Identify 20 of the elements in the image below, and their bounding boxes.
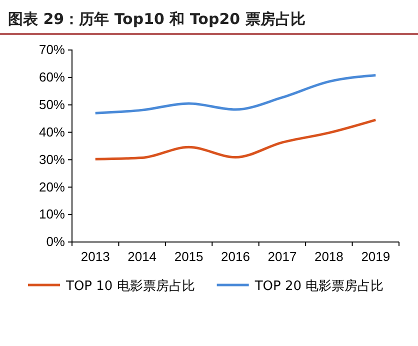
legend-label: TOP 20 电影票房占比 xyxy=(254,278,384,294)
x-tick-label: 2016 xyxy=(221,249,250,264)
chart-title: 图表 29：历年 Top10 和 Top20 票房占比 xyxy=(8,10,306,28)
line-series xyxy=(94,74,377,114)
y-tick-label: 20% xyxy=(38,179,66,194)
x-tick-label: 2013 xyxy=(80,249,110,264)
y-tick-label: 30% xyxy=(38,152,66,167)
x-tick-label: 2014 xyxy=(128,249,157,264)
legend-label: TOP 10 电影票房占比 xyxy=(65,278,195,294)
y-tick-label: 60% xyxy=(38,70,66,85)
line-series xyxy=(94,118,377,160)
x-tick-label: 2015 xyxy=(174,249,204,264)
x-tick-label: 2018 xyxy=(314,249,344,264)
y-tick-label: 40% xyxy=(38,124,66,140)
x-tick-label: 2019 xyxy=(361,249,390,264)
y-tick-label: 10% xyxy=(38,206,66,222)
y-tick-label: 0% xyxy=(46,234,66,250)
x-tick-label: 2017 xyxy=(268,249,297,264)
y-tick-label: 70% xyxy=(38,42,66,58)
y-tick-label: 50% xyxy=(38,97,66,112)
